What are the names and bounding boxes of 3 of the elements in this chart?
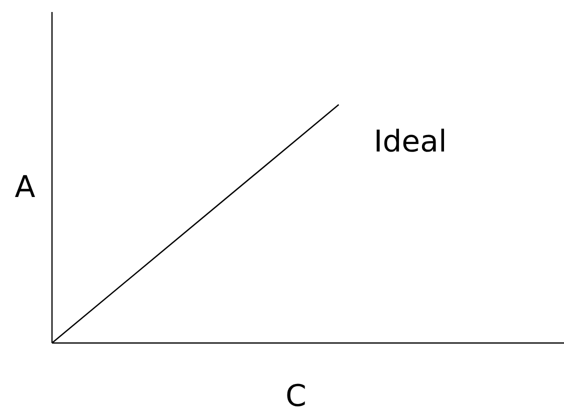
x-axis-title: C bbox=[286, 379, 306, 414]
annotation: Ideal bbox=[374, 124, 447, 160]
y-axis-title: A bbox=[14, 170, 36, 205]
